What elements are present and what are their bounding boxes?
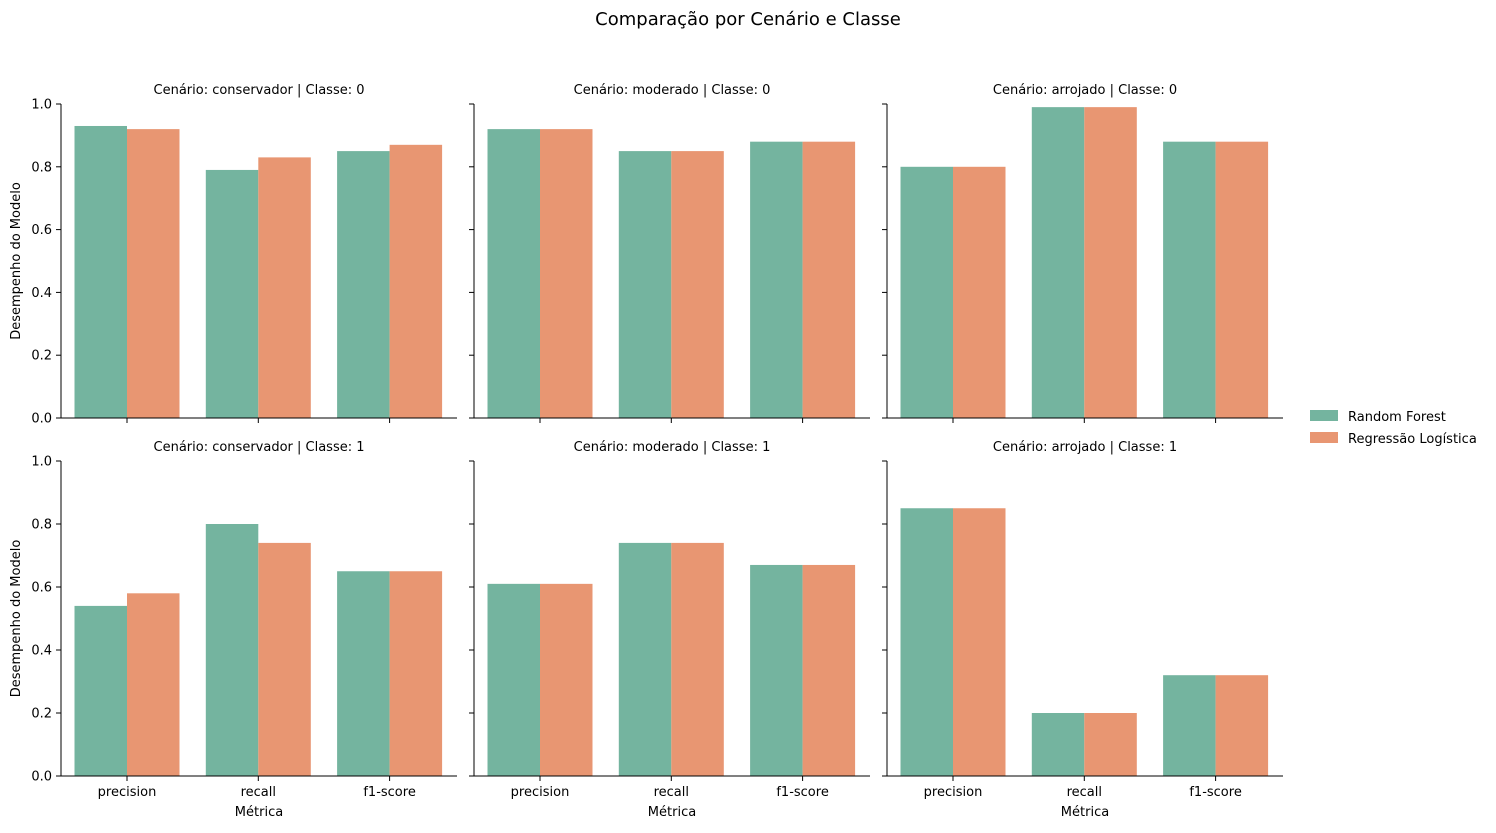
bar-regressao-logistica [671, 151, 724, 418]
legend-label: Random Forest [1348, 410, 1446, 425]
bar-regressao-logistica [802, 564, 856, 776]
x-tick-label: f1-score [1189, 785, 1241, 800]
x-tick-label: precision [924, 785, 983, 800]
y-tick-label: 0.8 [31, 518, 52, 533]
bar-random-forest [618, 151, 672, 418]
y-tick-label: 0.4 [31, 286, 52, 301]
panel-title: Cenário: arrojado | Classe: 1 [993, 440, 1177, 455]
bar-regressao-logistica [540, 583, 593, 776]
bar-regressao-logistica [540, 129, 593, 418]
y-tick-label: 0.6 [31, 581, 52, 596]
y-tick-label: 0.6 [31, 223, 52, 238]
panel-title: Cenário: conservador | Classe: 1 [154, 440, 365, 455]
x-tick-label: precision [511, 785, 570, 800]
bar-regressao-logistica [389, 571, 443, 776]
bar-random-forest [900, 508, 953, 776]
bar-random-forest [1031, 713, 1085, 776]
y-axis-label: Desempenho do Modelo [9, 182, 24, 340]
x-tick-label: f1-score [776, 785, 828, 800]
y-tick-label: 0.2 [31, 707, 52, 722]
bar-regressao-logistica [127, 593, 180, 776]
bar-random-forest [74, 605, 127, 776]
figure-title: Comparação por Cenário e Classe [595, 9, 901, 30]
bar-random-forest [337, 151, 390, 418]
bar-regressao-logistica [1215, 141, 1269, 418]
x-axis-label: Métrica [1061, 805, 1109, 820]
bar-regressao-logistica [389, 144, 443, 418]
panel-title: Cenário: moderado | Classe: 0 [574, 83, 771, 98]
bar-random-forest [900, 166, 953, 418]
y-axis-label: Desempenho do Modelo [9, 540, 24, 698]
bar-random-forest [750, 141, 803, 418]
bar-random-forest [1031, 107, 1085, 418]
panel-title: Cenário: conservador | Classe: 0 [154, 83, 365, 98]
y-tick-label: 0.2 [31, 349, 52, 364]
panel-title: Cenário: moderado | Classe: 1 [574, 440, 771, 455]
bar-random-forest [1163, 675, 1216, 776]
bar-random-forest [750, 564, 803, 776]
bar-random-forest [205, 169, 259, 418]
y-tick-label: 1.0 [31, 98, 52, 113]
bar-regressao-logistica [1084, 713, 1137, 776]
bar-regressao-logistica [953, 166, 1006, 418]
x-tick-label: f1-score [363, 785, 415, 800]
legend-label: Regressão Logística [1348, 432, 1477, 447]
bar-regressao-logistica [258, 542, 311, 776]
bar-regressao-logistica [127, 129, 180, 418]
bar-regressao-logistica [953, 508, 1006, 776]
y-tick-label: 0.4 [31, 644, 52, 659]
bar-regressao-logistica [1084, 107, 1137, 418]
bar-random-forest [205, 524, 259, 776]
bar-random-forest [74, 125, 127, 418]
bar-regressao-logistica [802, 141, 856, 418]
y-tick-label: 0.0 [31, 770, 52, 785]
panel-title: Cenário: arrojado | Classe: 0 [993, 83, 1177, 98]
x-tick-label: recall [1067, 785, 1102, 800]
x-tick-label: precision [98, 785, 157, 800]
bar-random-forest [487, 583, 540, 776]
x-axis-label: Métrica [235, 805, 283, 820]
y-tick-label: 0.0 [31, 412, 52, 427]
bar-random-forest [618, 542, 672, 776]
x-axis-label: Métrica [648, 805, 696, 820]
y-tick-label: 1.0 [31, 455, 52, 470]
bar-regressao-logistica [1215, 675, 1269, 776]
bar-random-forest [1163, 141, 1216, 418]
bar-random-forest [337, 571, 390, 776]
x-tick-label: recall [241, 785, 276, 800]
bar-random-forest [487, 129, 540, 418]
x-tick-label: recall [654, 785, 689, 800]
legend-swatch-random-forest [1310, 410, 1338, 421]
legend-swatch-regressao-logistica [1310, 432, 1338, 443]
bar-regressao-logistica [258, 157, 311, 418]
bar-regressao-logistica [671, 542, 724, 776]
y-tick-label: 0.8 [31, 160, 52, 175]
